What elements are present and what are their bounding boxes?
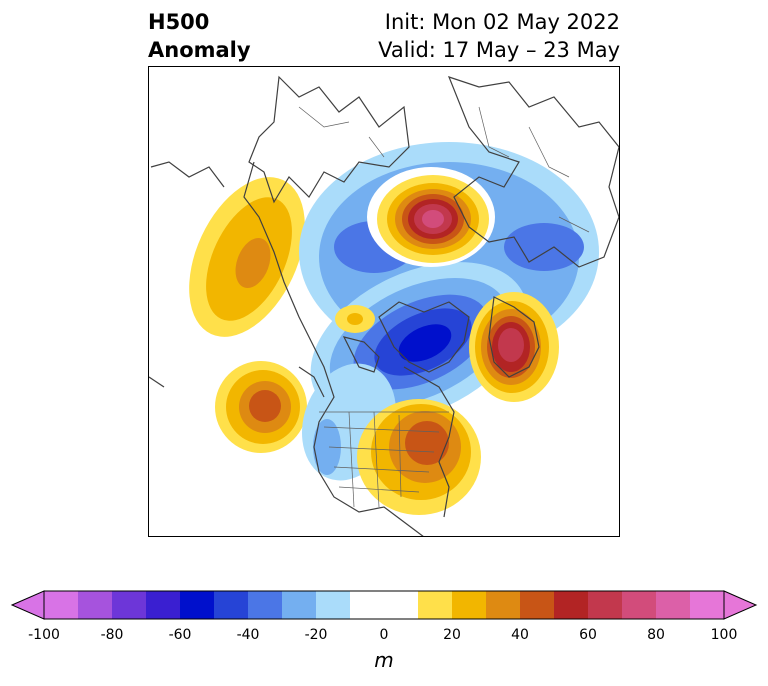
anomaly-beaufort-high — [335, 305, 375, 333]
anomaly-eastern-us-high — [357, 399, 481, 515]
colorbar-segment — [622, 591, 657, 619]
colorbar-segment — [554, 591, 589, 619]
colorbar-tick-label: 20 — [443, 627, 461, 643]
colorbar-unit: m — [374, 648, 394, 672]
colorbar-segment — [520, 591, 555, 619]
anomaly-atlantic-high — [469, 292, 559, 402]
borders — [298, 106, 590, 508]
colorbar — [10, 590, 758, 620]
colorbar-tick-label: -60 — [168, 627, 192, 643]
colorbar-segment — [316, 591, 351, 619]
init-date: Init: Mon 02 May 2022 — [384, 10, 620, 34]
colorbar-tick-label: 60 — [579, 627, 597, 643]
title-subvariable: Anomaly — [148, 38, 251, 62]
colorbar-segment — [486, 591, 521, 619]
colorbar-segment — [350, 591, 385, 619]
colorbar-tick-label: 0 — [379, 627, 389, 643]
map-title-right: Init: Mon 02 May 2022 Valid: 17 May – 23… — [378, 8, 620, 64]
valid-range: Valid: 17 May – 23 May — [378, 38, 620, 62]
colorbar-tick-label: -100 — [28, 627, 60, 643]
anomaly-pacific-high — [215, 361, 307, 453]
colorbar-segment — [282, 591, 317, 619]
colorbar-segment — [214, 591, 249, 619]
colorbar-segment — [112, 591, 147, 619]
colorbar-tick-label: 100 — [710, 627, 738, 643]
coastlines — [149, 75, 619, 536]
anomaly-map-svg — [149, 75, 619, 536]
colorbar-outline — [43, 590, 725, 620]
colorbar-segment — [384, 591, 419, 619]
colorbar-segment — [690, 591, 725, 619]
colorbar-tick-label: -80 — [100, 627, 124, 643]
colorbar-segment — [44, 591, 79, 619]
colorbar-extend-max — [723, 590, 758, 620]
map-title-left: H500 Anomaly — [148, 8, 251, 64]
colorbar-segment — [78, 591, 113, 619]
colorbar-segment — [588, 591, 623, 619]
colorbar-tick-label: -20 — [304, 627, 328, 643]
colorbar-segment — [452, 591, 487, 619]
title-variable: H500 — [148, 10, 210, 34]
colorbar-tick-label: 40 — [511, 627, 529, 643]
colorbar-tick-label: -40 — [236, 627, 260, 643]
anomaly-polar-high — [367, 167, 495, 267]
colorbar-segments — [10, 590, 758, 620]
anomaly-map — [148, 66, 620, 537]
colorbar-segment — [656, 591, 691, 619]
colorbar-segment — [418, 591, 453, 619]
colorbar-segment — [146, 591, 181, 619]
colorbar-tick-label: 80 — [647, 627, 665, 643]
colorbar-extend-min — [10, 590, 45, 620]
anomaly-gulf-of-alaska — [189, 177, 305, 337]
colorbar-segment — [248, 591, 283, 619]
colorbar-segment — [180, 591, 215, 619]
